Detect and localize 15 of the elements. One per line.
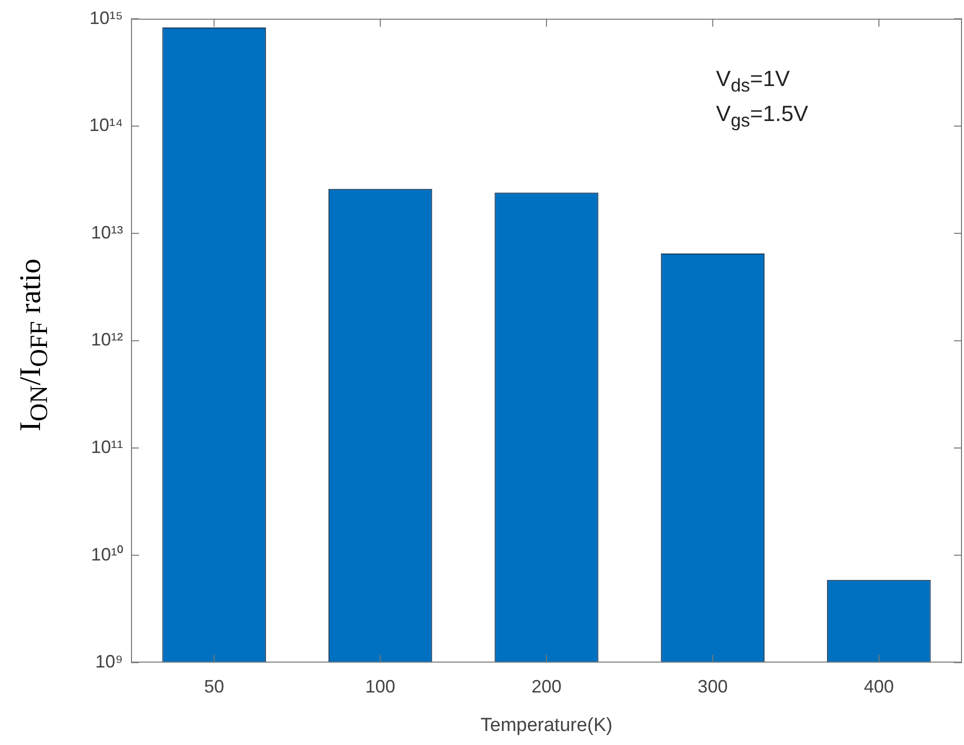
x-tick-label: 400	[864, 676, 894, 696]
y-tick-label: 10¹³	[90, 222, 123, 242]
y-tick-label: 10⁹	[95, 652, 123, 672]
x-tick-label: 300	[698, 676, 728, 696]
x-tick-label: 200	[531, 676, 562, 696]
y-tick-label: 10¹¹	[90, 436, 123, 457]
y-tick-label: 10¹⁵	[90, 8, 123, 28]
annotation: V$_{ds}$=1V	[716, 65, 791, 98]
y-tick-label: 10¹²	[90, 330, 123, 350]
x-tick-label: 50	[204, 676, 224, 696]
y-tick-label: 10¹⁰	[90, 544, 123, 564]
annotation: V$_{gs}$=1.5V	[716, 100, 808, 133]
x-axis-title: Temperature(K)	[480, 714, 612, 736]
y-tick-label: 10¹⁴	[89, 115, 123, 136]
x-tick-label: 100	[365, 676, 396, 696]
